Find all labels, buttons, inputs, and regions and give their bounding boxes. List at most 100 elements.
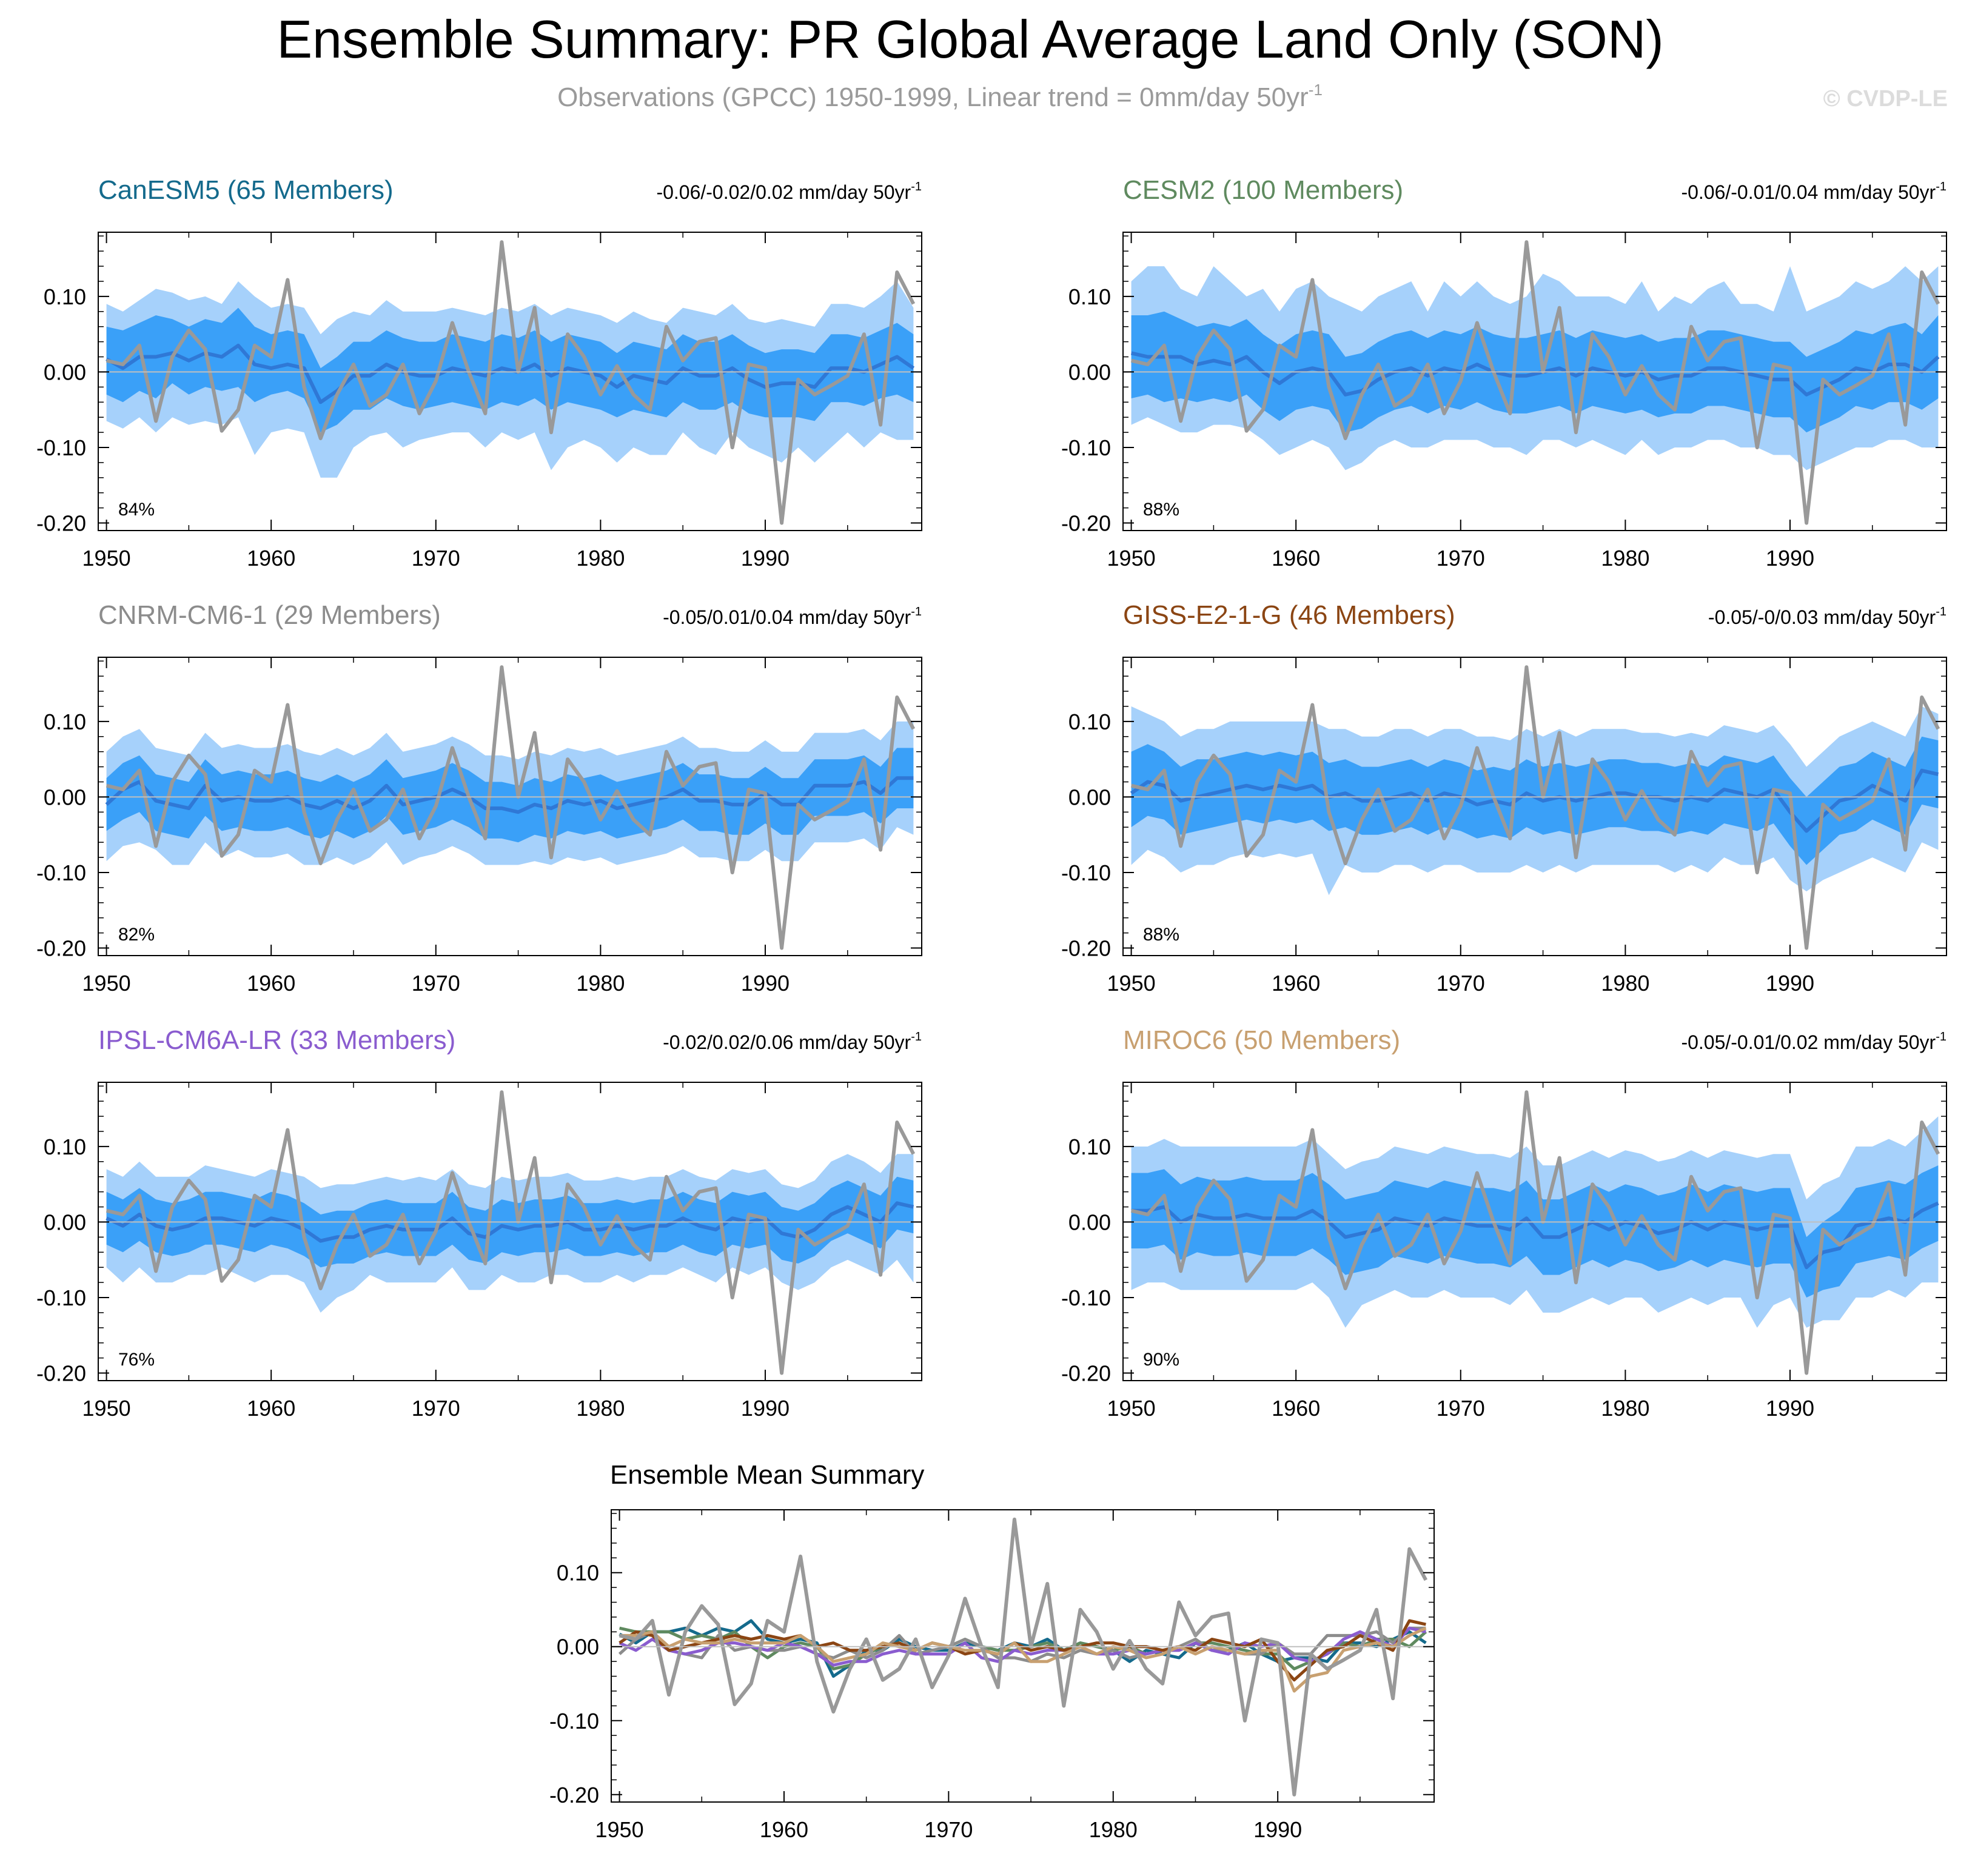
plot-frame — [98, 657, 922, 956]
x-tick-label: 1970 — [412, 546, 460, 571]
y-tick-label: 0.00 — [557, 1635, 599, 1660]
trend-label-sup: -1 — [1936, 180, 1946, 193]
percent-label: 82% — [118, 925, 155, 945]
plot-frame — [1122, 232, 1947, 531]
y-tick-label: 0.00 — [1068, 785, 1111, 809]
observations-line — [1130, 240, 1940, 525]
observations-line — [106, 665, 916, 950]
trend-label-sup: -1 — [1936, 1030, 1946, 1044]
panel-title: CNRM-CM6-1 (29 Members) — [98, 600, 441, 630]
y-tick-label: 0.10 — [1068, 709, 1111, 734]
x-tick-label: 1990 — [741, 971, 790, 996]
x-tick-label: 1990 — [1766, 1396, 1814, 1421]
panel-title: IPSL-CM6A-LR (33 Members) — [98, 1025, 455, 1055]
y-tick-label: -0.20 — [1061, 1361, 1111, 1386]
y-tick-label: 0.00 — [44, 1210, 86, 1234]
trend-label-sup: -1 — [911, 180, 922, 193]
y-tick-label: -0.10 — [36, 860, 86, 885]
y-tick-label: 0.10 — [1068, 1134, 1111, 1159]
y-tick-label: 0.10 — [44, 284, 86, 309]
x-tick-label: 1960 — [1272, 546, 1320, 571]
trend-label-text: -0.05/-0.01/0.02 mm/day 50yr — [1681, 1031, 1936, 1053]
x-tick-label: 1990 — [1766, 546, 1814, 571]
trend-label: -0.05/-0.01/0.02 mm/day 50yr-1 — [1681, 1030, 1946, 1053]
y-tick-label: -0.10 — [36, 435, 86, 460]
x-tick-label: 1950 — [1107, 1396, 1156, 1421]
x-tick-label: 1950 — [82, 971, 131, 996]
x-tick-label: 1960 — [760, 1817, 808, 1842]
x-tick-label: 1960 — [247, 1396, 295, 1421]
trend-label: -0.05/0.01/0.04 mm/day 50yr-1 — [663, 605, 922, 628]
x-tick-label: 1950 — [82, 546, 131, 571]
y-tick-label: -0.10 — [36, 1285, 86, 1310]
panel-ipsl: 0.10 0.00 -0.10 -0.20 1950 1960 1970 1980 1990 IP… — [36, 1025, 922, 1421]
y-tick-label: -0.20 — [36, 936, 86, 961]
trend-label: -0.06/-0.01/0.04 mm/day 50yr-1 — [1681, 180, 1946, 203]
plot-frame — [1122, 1082, 1947, 1381]
ensemble-10-90-band — [1131, 736, 1939, 865]
x-tick-label: 1990 — [741, 1396, 790, 1421]
plot-frame — [98, 232, 922, 531]
x-tick-label: 1950 — [1107, 546, 1156, 571]
plot-frame — [611, 1509, 1435, 1803]
panel-giss: 0.10 0.00 -0.10 -0.20 1950 1960 1970 1980 1990 GI… — [1061, 600, 1947, 996]
percent-label: 88% — [1143, 500, 1179, 520]
y-tick-label: 0.10 — [44, 1134, 86, 1159]
trend-label-sup: -1 — [1936, 605, 1946, 618]
ensemble-10-90-band — [1131, 1165, 1939, 1298]
x-tick-label: 1970 — [1437, 546, 1485, 571]
trend-label-text: -0.05/-0/0.03 mm/day 50yr — [1708, 606, 1936, 628]
y-tick-label: -0.10 — [1061, 860, 1111, 885]
trend-label-text: -0.02/0.02/0.06 mm/day 50yr — [663, 1031, 911, 1053]
x-tick-label: 1990 — [1766, 971, 1814, 996]
y-tick-label: 0.00 — [1068, 360, 1111, 384]
x-tick-label: 1970 — [412, 971, 460, 996]
trend-label-text: -0.05/0.01/0.04 mm/day 50yr — [663, 606, 911, 628]
x-tick-label: 1980 — [1601, 1396, 1649, 1421]
x-tick-label: 1990 — [741, 546, 790, 571]
x-tick-label: 1950 — [82, 1396, 131, 1421]
observations-line — [1130, 1090, 1940, 1375]
ensemble-10-90-band — [106, 748, 914, 843]
y-tick-label: 0.00 — [44, 785, 86, 809]
summary-observations-line — [619, 1517, 1428, 1797]
summary-title: Ensemble Mean Summary — [610, 1460, 924, 1490]
trend-label: -0.02/0.02/0.06 mm/day 50yr-1 — [663, 1030, 922, 1053]
ensemble-mean-line — [106, 1201, 914, 1243]
x-tick-label: 1950 — [1107, 971, 1156, 996]
x-tick-label: 1980 — [576, 971, 625, 996]
panel-title: CanESM5 (65 Members) — [98, 175, 394, 205]
panel-title: CESM2 (100 Members) — [1123, 175, 1403, 205]
trend-label-sup: -1 — [911, 1030, 922, 1044]
figure-subtitle-sup: -1 — [1309, 81, 1323, 99]
y-tick-label: -0.20 — [36, 511, 86, 536]
y-tick-label: 0.00 — [44, 360, 86, 384]
x-tick-label: 1960 — [247, 971, 295, 996]
percent-label: 88% — [1143, 925, 1179, 945]
plot-frame — [98, 1082, 922, 1381]
ensemble-mean-line — [106, 343, 915, 404]
panel-title: MIROC6 (50 Members) — [1123, 1025, 1400, 1055]
y-tick-label: 0.10 — [557, 1561, 599, 1586]
trend-label-text: -0.06/-0.02/0.02 mm/day 50yr — [656, 181, 911, 203]
trend-label-text: -0.06/-0.01/0.04 mm/day 50yr — [1681, 181, 1936, 203]
ensemble-mean-line — [105, 776, 914, 814]
plot-frame — [1122, 657, 1947, 956]
x-tick-label: 1970 — [1437, 971, 1485, 996]
figure-title: Ensemble Summary: PR Global Average Land… — [277, 9, 1663, 69]
y-tick-label: -0.20 — [36, 1361, 86, 1386]
x-tick-label: 1960 — [1272, 971, 1320, 996]
x-tick-label: 1950 — [595, 1817, 644, 1842]
x-tick-label: 1990 — [1253, 1817, 1302, 1842]
y-tick-label: -0.10 — [1061, 1285, 1111, 1310]
figure-subtitle: Observations (GPCC) 1950-1999, Linear tr… — [557, 81, 1323, 112]
y-tick-label: -0.20 — [1061, 511, 1111, 536]
percent-label: 84% — [118, 500, 155, 520]
y-tick-label: 0.10 — [1068, 284, 1111, 309]
x-tick-label: 1970 — [1437, 1396, 1485, 1421]
trend-label: -0.06/-0.02/0.02 mm/day 50yr-1 — [656, 180, 922, 203]
x-tick-label: 1980 — [1601, 971, 1649, 996]
x-tick-label: 1960 — [1272, 1396, 1320, 1421]
y-tick-label: 0.10 — [44, 709, 86, 734]
